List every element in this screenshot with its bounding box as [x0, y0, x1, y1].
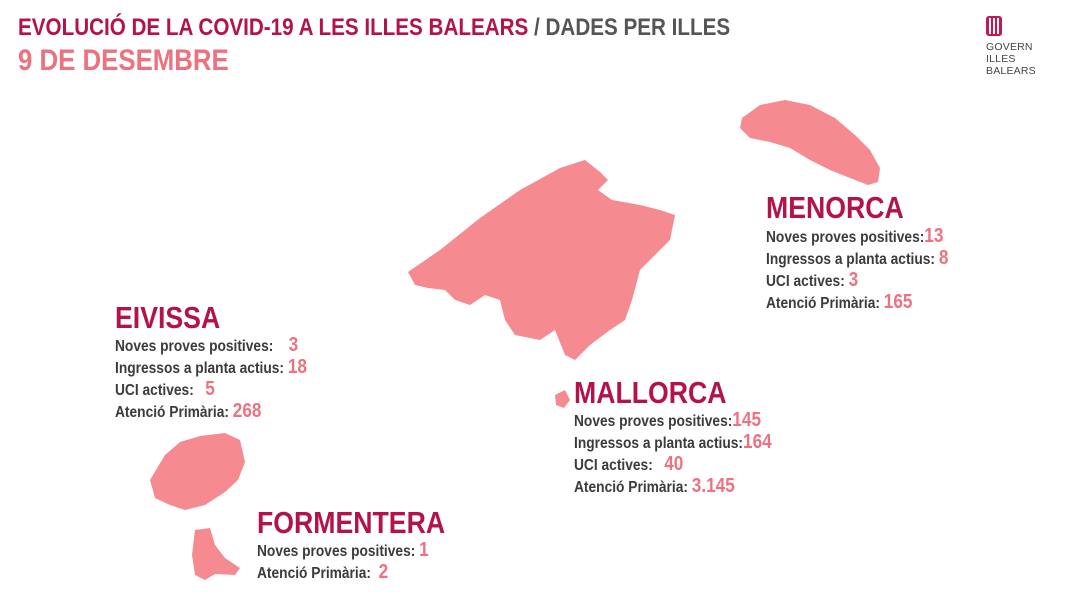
stat-value: 8	[938, 247, 949, 269]
eivissa-stats: Noves proves positives: 3 Ingressos a pl…	[115, 335, 307, 423]
stat-row: Noves proves positives:13	[766, 226, 948, 248]
stat-label: Ingressos a planta actius:	[574, 435, 744, 452]
stat-row: Atenció Primària: 165	[766, 292, 948, 314]
stat-row: Ingressos a planta actius: 18	[115, 357, 307, 379]
stat-value: 1	[419, 539, 429, 561]
stat-label: UCI actives:	[115, 382, 194, 399]
eivissa-shape	[150, 433, 245, 510]
page-title: EVOLUCIÓ DE LA COVID-19 A LES ILLES BALE…	[18, 14, 730, 42]
stat-value: 40	[664, 453, 684, 475]
stat-row: Atenció Primària: 268	[115, 401, 307, 423]
logo-text: GOVERN	[986, 41, 1033, 53]
stat-value: 18	[287, 356, 307, 378]
stat-row: UCI actives: 3	[766, 270, 948, 292]
govern-logo: GOVERN ILLES BALEARS	[986, 16, 1066, 77]
menorca-stats: Noves proves positives:13 Ingressos a pl…	[766, 226, 948, 314]
stat-value: 2	[378, 561, 389, 583]
stat-label: Atenció Primària:	[115, 404, 229, 421]
stat-label: Atenció Primària:	[574, 479, 688, 496]
eivissa-name: EIVISSA	[115, 300, 221, 335]
stat-value: 145	[732, 409, 762, 431]
stat-value: 164	[743, 431, 772, 453]
stat-value: 268	[232, 400, 262, 422]
stat-label: UCI actives:	[766, 273, 845, 290]
stat-label: Atenció Primària:	[766, 295, 880, 312]
stat-row: Noves proves positives: 3	[115, 335, 307, 357]
cabrera-shape	[555, 390, 570, 408]
stat-value: 3.145	[691, 475, 735, 497]
menorca-name: MENORCA	[766, 190, 904, 225]
menorca-shape	[740, 100, 880, 185]
stat-label: UCI actives:	[574, 457, 653, 474]
mallorca-name: MALLORCA	[574, 375, 727, 410]
formentera-name: FORMENTERA	[257, 505, 446, 540]
date-heading: 9 DE DESEMBRE	[18, 44, 229, 77]
mallorca-shape	[408, 160, 675, 360]
stat-row: Ingressos a planta actius:164	[574, 432, 772, 454]
stat-label: Ingressos a planta actius:	[115, 360, 285, 377]
stat-label: Ingressos a planta actius:	[766, 251, 936, 268]
coat-of-arms-icon	[986, 16, 1002, 36]
stat-value: 3	[848, 269, 859, 291]
logo-text: ILLES	[986, 53, 1016, 65]
stat-label: Noves proves positives:	[574, 413, 733, 430]
stat-label: Noves proves positives:	[766, 229, 925, 246]
stat-value: 5	[205, 378, 215, 400]
stat-row: UCI actives: 5	[115, 379, 307, 401]
title-separator: /	[528, 14, 546, 41]
stat-row: Noves proves positives: 1	[257, 540, 429, 562]
formentera-stats: Noves proves positives: 1 Atenció Primàr…	[257, 540, 429, 584]
logo-text: BALEARS	[986, 65, 1036, 77]
stat-value: 13	[924, 225, 944, 247]
stat-label: Noves proves positives:	[115, 338, 274, 355]
stat-value: 3	[288, 334, 299, 356]
title-subtitle: DADES PER ILLES	[545, 14, 731, 41]
stat-row: Atenció Primària: 2	[257, 562, 429, 584]
stat-row: Atenció Primària: 3.145	[574, 476, 772, 498]
title-main: EVOLUCIÓ DE LA COVID-19 A LES ILLES BALE…	[18, 14, 529, 41]
mallorca-stats: Noves proves positives:145 Ingressos a p…	[574, 410, 772, 498]
stat-row: Noves proves positives:145	[574, 410, 772, 432]
stat-row: Ingressos a planta actius: 8	[766, 248, 948, 270]
stat-label: Atenció Primària:	[257, 565, 371, 582]
formentera-shape	[192, 528, 240, 580]
stat-label: Noves proves positives:	[257, 543, 416, 560]
stat-value: 165	[883, 291, 913, 313]
stat-row: UCI actives: 40	[574, 454, 772, 476]
